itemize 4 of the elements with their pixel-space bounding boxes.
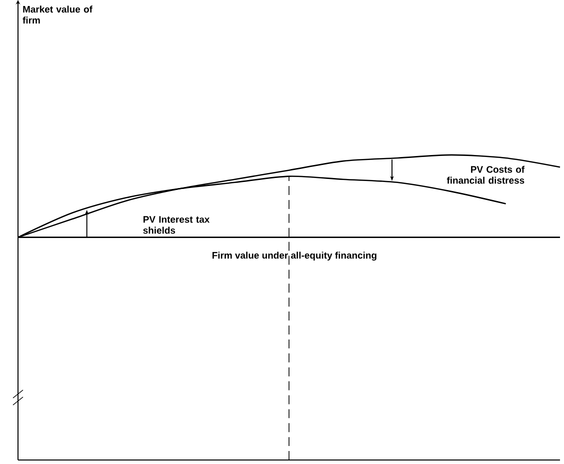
text: Market value of firm bbox=[22, 6, 92, 24]
ref-line-label: Firm value under all-equity financing bbox=[212, 252, 376, 261]
annotation: PV Costs of financial distress bbox=[446, 166, 525, 184]
annotation: PV Interest tax shields bbox=[143, 216, 210, 234]
